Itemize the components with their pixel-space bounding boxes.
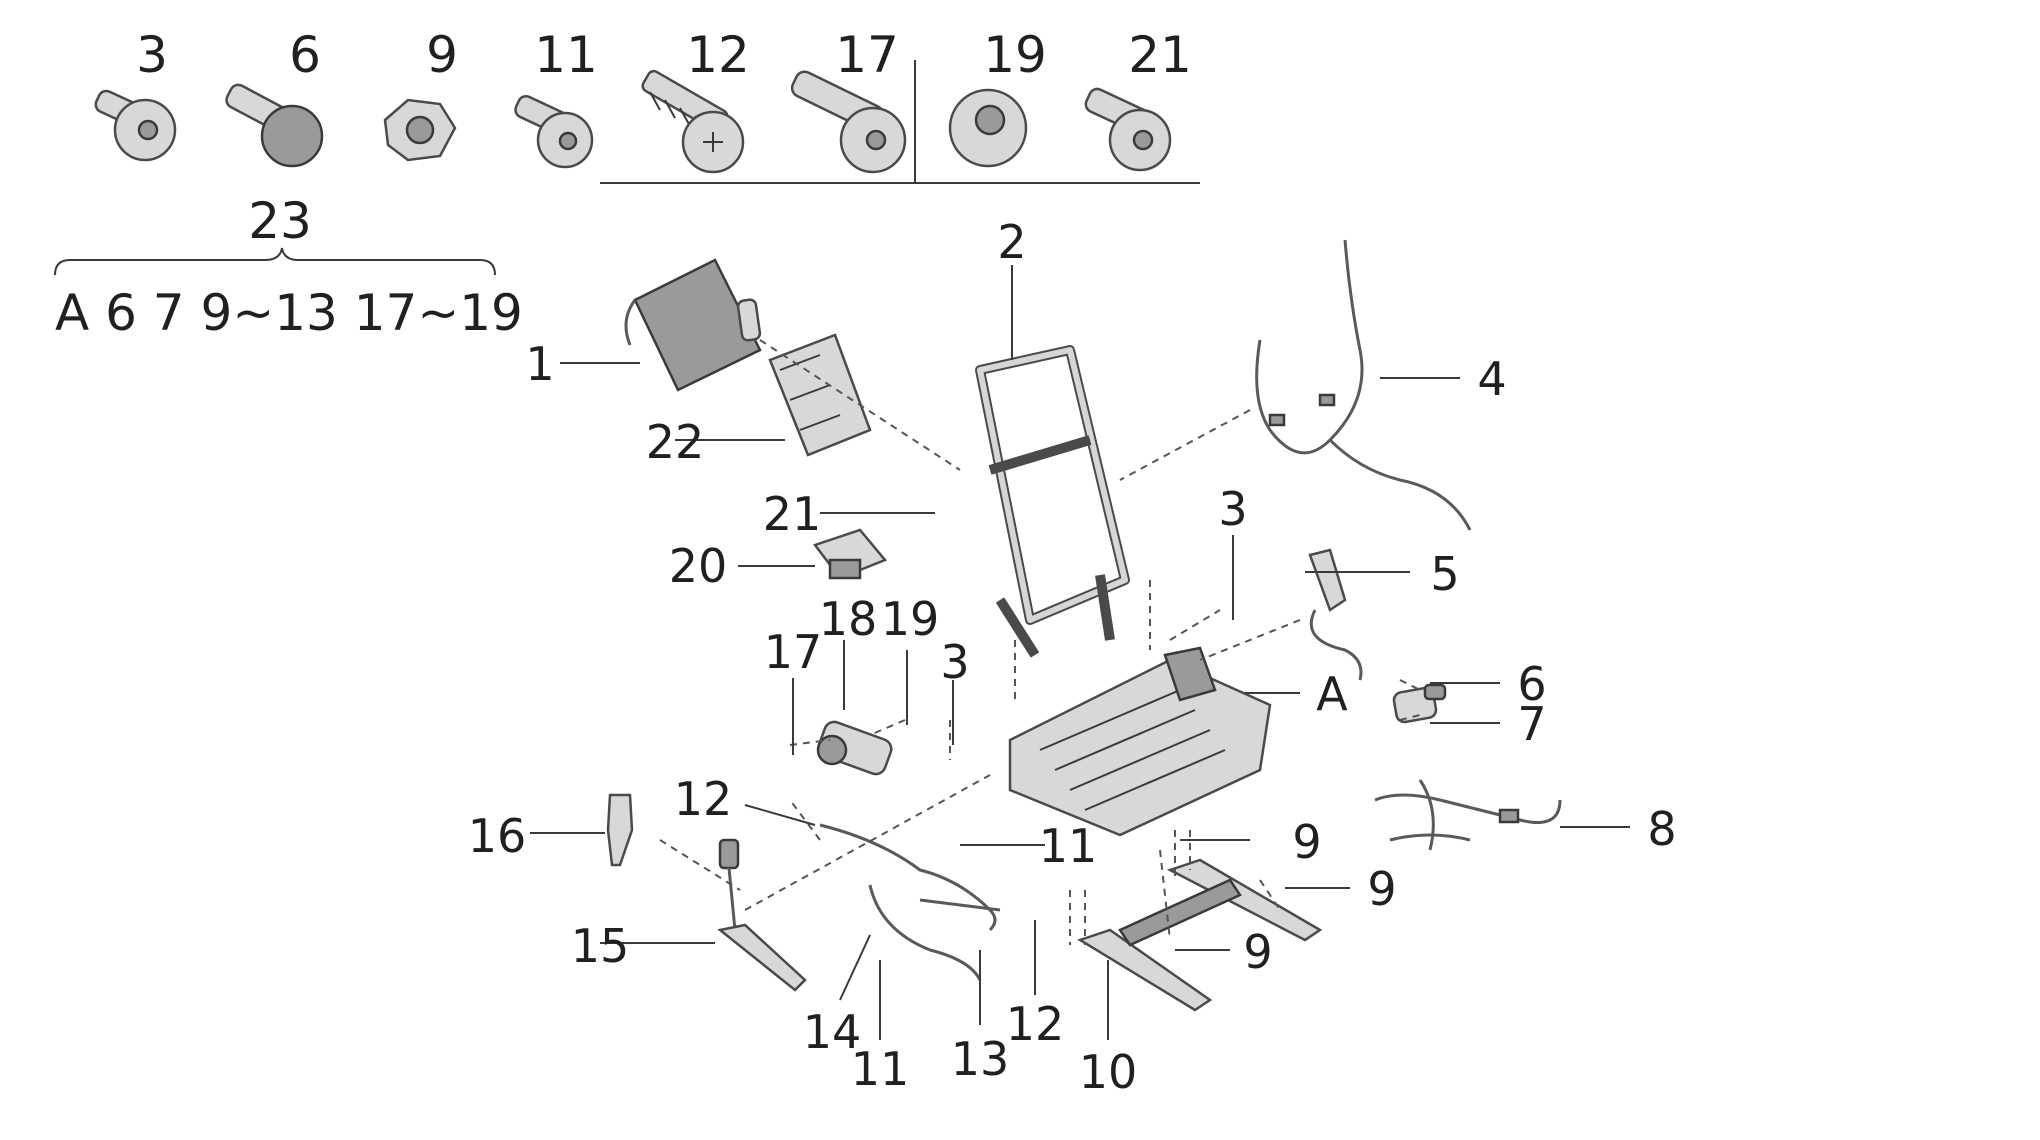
callout-14: 14	[803, 1005, 862, 1059]
callout-7: 7	[1517, 697, 1546, 751]
callout-17: 17	[764, 625, 823, 679]
kit-contents: A 6 7 9~13 17~19	[55, 284, 523, 342]
callout-9-a: 9	[1292, 815, 1321, 869]
screw-12-icon	[641, 69, 745, 174]
fastener-label-6: 6	[289, 26, 321, 84]
callout-12-lower: 12	[1006, 997, 1065, 1051]
bolt-11-icon	[514, 95, 594, 169]
seat-cushion-frame-part	[1008, 646, 1272, 837]
nut-19-icon	[948, 88, 1028, 168]
seat-belt-buckle-part	[1308, 548, 1363, 681]
callout-15: 15	[571, 919, 630, 973]
callout-3-upper: 3	[1218, 482, 1247, 536]
fastener-label-11: 11	[534, 26, 598, 84]
callout-5: 5	[1430, 547, 1459, 601]
fastener-label-17: 17	[835, 26, 899, 84]
fastener-label-19: 19	[983, 26, 1047, 84]
backrest-wiring-harness-part	[1255, 239, 1472, 531]
bolt-3-icon	[94, 89, 177, 162]
callout-labels: 1 2 3 3 4 5 6 7 8 9 9 9 10 11 11 12 12 1…	[468, 215, 1677, 1099]
callout-2: 2	[997, 215, 1026, 269]
cable-assembly-part	[819, 823, 1001, 981]
callout-4: 4	[1477, 352, 1506, 406]
kit-number: 23	[248, 192, 312, 250]
nut-9-icon	[383, 98, 457, 162]
callout-12-upper: 12	[674, 772, 733, 826]
lumbar-support-part	[624, 258, 762, 392]
callout-19: 19	[881, 592, 940, 646]
seat-rail-part	[1077, 858, 1323, 1012]
callout-11-lower: 11	[851, 1042, 910, 1096]
callout-9-b: 9	[1367, 862, 1396, 916]
callout-8: 8	[1647, 802, 1676, 856]
fastener-label-12: 12	[686, 26, 750, 84]
callout-1: 1	[525, 337, 554, 391]
adjuster-motor-part	[816, 720, 893, 776]
callout-A: A	[1316, 667, 1348, 721]
callout-10: 10	[1079, 1045, 1138, 1099]
bolt-21-icon	[1084, 87, 1172, 172]
fastener-label-21: 21	[1128, 26, 1192, 84]
callout-11-upper: 11	[1039, 819, 1098, 873]
fastener-label-3: 3	[136, 26, 168, 84]
callout-18: 18	[819, 592, 878, 646]
trim-cover-part	[606, 793, 634, 867]
callout-6: 6	[1517, 657, 1546, 711]
bolt-17-icon	[790, 70, 907, 174]
callout-16: 16	[468, 809, 527, 863]
callout-20: 20	[669, 539, 728, 593]
seat-switch-part	[1392, 683, 1447, 724]
backrest-frame-part	[975, 345, 1130, 658]
belt-anchor-part	[717, 838, 807, 992]
seat-cushion-wiring-harness-part	[1374, 779, 1562, 851]
mounting-plate-part	[768, 333, 872, 457]
leader-lines	[530, 265, 1630, 1040]
fastener-strip: 3 6 9 11 12 17 19 21	[94, 26, 1200, 184]
kit-23: 23 A 6 7 9~13 17~19	[54, 192, 523, 342]
bolt-6-icon	[225, 83, 324, 168]
callout-13: 13	[951, 1032, 1010, 1086]
callout-9-c: 9	[1243, 925, 1272, 979]
callout-3-lower: 3	[940, 635, 969, 689]
control-module-part	[812, 528, 888, 580]
callout-22: 22	[646, 415, 705, 469]
callout-21: 21	[763, 487, 822, 541]
kit-brace	[54, 247, 496, 276]
fastener-label-9: 9	[426, 26, 458, 84]
assembly-dashed-lines	[659, 339, 1421, 945]
